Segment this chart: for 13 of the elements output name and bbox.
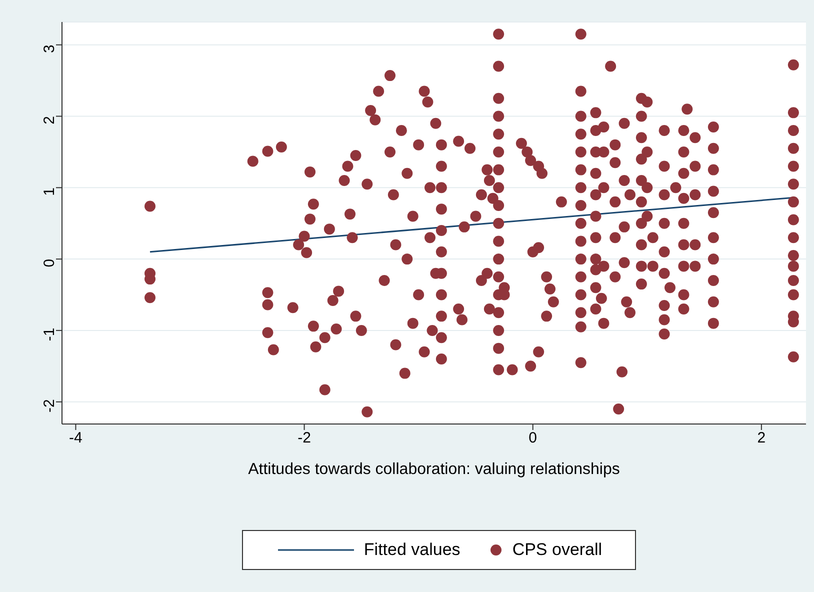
y-tick-label: 0 [41, 258, 58, 268]
y-tick-label: 2 [41, 116, 58, 124]
y-tick-label: -1 [41, 328, 58, 342]
y-tick-label: -2 [41, 399, 58, 413]
y-tick-label: 3 [41, 44, 58, 54]
x-axis-title: Attitudes towards collaboration: valuing relationships [248, 461, 620, 478]
x-tick-label: 0 [528, 430, 538, 447]
legend-label: CPS overall [512, 540, 602, 560]
x-tick-label: 2 [757, 430, 766, 447]
legend-label: Fitted values [364, 540, 460, 560]
y-tick-label: 1 [41, 187, 58, 196]
x-tick-label: -2 [298, 430, 311, 447]
x-tick-label: -4 [69, 430, 82, 447]
